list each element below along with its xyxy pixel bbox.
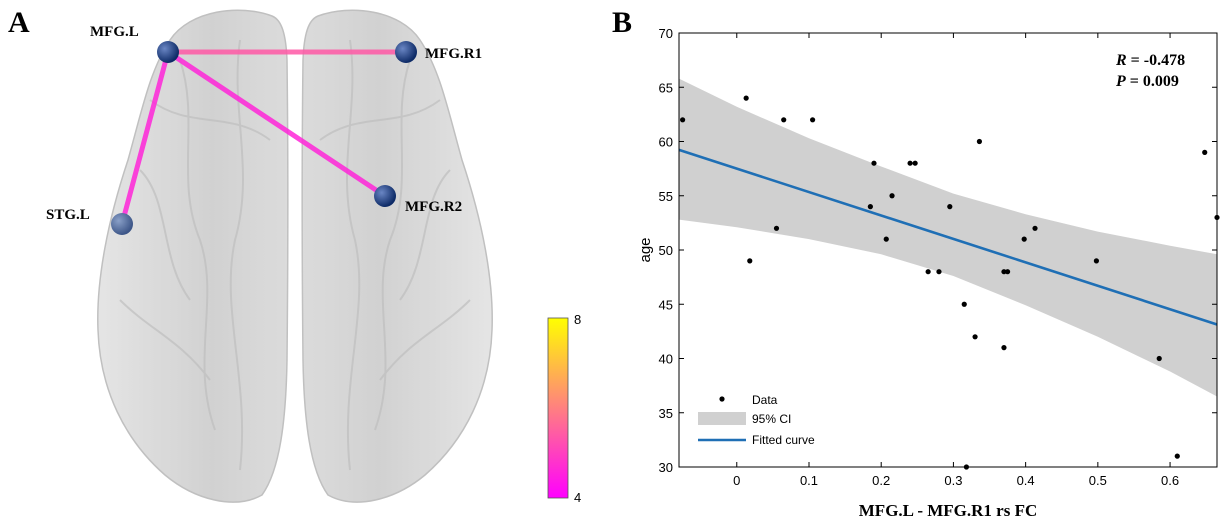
connectome-nodes: MFG.L MFG.R1 MFG.R2 STG.L (46, 24, 482, 235)
legend: Data 95% CI Fitted curve (698, 393, 815, 447)
x-tick-label-0: 0 (733, 473, 740, 488)
y-tick-label-1: 35 (659, 406, 673, 421)
data-point-20 (1001, 269, 1007, 275)
x-axis-label: MFG.L - MFG.R1 rs FC (859, 501, 1037, 520)
y-ticks: 30 35 40 45 50 55 60 65 70 (659, 26, 1217, 475)
colorbar-scale (547, 317, 569, 499)
legend-ci-swatch (698, 412, 746, 425)
y-tick-label-6: 60 (659, 135, 673, 150)
data-point-4 (781, 117, 787, 123)
data-point-26 (1174, 453, 1180, 459)
p-symbol: P (1115, 73, 1126, 90)
y-tick-label-5: 55 (659, 189, 673, 204)
data-point-27 (1202, 149, 1208, 155)
node-label-mfgr1: MFG.R1 (425, 46, 482, 62)
colorbar-min-label: 4 (574, 490, 581, 505)
p-annotation: P = 0.009 (1115, 73, 1179, 90)
data-point-7 (871, 160, 877, 166)
y-tick-label-2: 40 (659, 352, 673, 367)
edge-mfgl-mfgr2 (165, 49, 388, 199)
data-point-17 (972, 334, 978, 340)
edge-mfgl-stgl (119, 49, 171, 227)
node-mfgr1 (395, 41, 417, 63)
y-tick-label-7: 65 (659, 80, 673, 95)
data-point-21 (1004, 269, 1011, 275)
node-stgl (111, 213, 133, 235)
data-point-10 (907, 160, 913, 166)
node-label-stgl: STG.L (46, 207, 90, 223)
connectome-edges (119, 49, 409, 227)
node-mfgl (157, 41, 179, 63)
data-point-19 (1001, 345, 1007, 351)
data-point-13 (936, 269, 942, 275)
r-symbol: R (1115, 52, 1127, 69)
data-point-9 (889, 193, 895, 199)
x-tick-label-6: 0.6 (1161, 473, 1179, 488)
data-point-23 (1032, 225, 1038, 231)
sulci (119, 39, 471, 471)
node-label-mfgr2: MFG.R2 (405, 199, 462, 215)
data-point-15 (961, 301, 967, 307)
node-mfgr2 (374, 185, 396, 207)
data-point-2 (747, 258, 753, 264)
legend-data-label: Data (752, 393, 778, 407)
data-point-3 (773, 225, 780, 231)
legend-ci-label: 95% CI (752, 412, 791, 426)
fitted-curve (678, 148, 1218, 326)
data-point-22 (1021, 236, 1027, 242)
data-point-24 (1093, 258, 1100, 264)
legend-fit-label: Fitted curve (752, 433, 815, 447)
data-points (680, 95, 1220, 470)
colorbar-max-label: 8 (574, 312, 581, 327)
panel-letter-a: A (8, 6, 30, 39)
r-annotation: R = -0.478 (1115, 52, 1185, 69)
data-point-8 (883, 236, 889, 242)
node-label-mfgl: MFG.L (90, 24, 139, 40)
left-hemisphere (97, 9, 289, 503)
x-tick-label-5: 0.5 (1089, 473, 1107, 488)
y-tick-label-3: 45 (659, 297, 673, 312)
p-value: = 0.009 (1126, 73, 1179, 90)
data-point-14 (947, 204, 953, 210)
data-point-12 (925, 269, 931, 275)
data-point-25 (1156, 355, 1162, 362)
r-value: = -0.478 (1127, 52, 1185, 69)
data-point-18 (976, 138, 983, 145)
y-axis-label: age (637, 237, 654, 262)
y-tick-label-8: 70 (659, 26, 673, 41)
x-tick-label-2: 0.2 (872, 473, 890, 488)
colorbar: 8 4 (547, 312, 581, 505)
legend-data-marker (719, 396, 725, 402)
x-tick-label-4: 0.4 (1017, 473, 1035, 488)
y-tick-label-0: 30 (659, 460, 673, 475)
x-tick-label-1: 0.1 (800, 473, 818, 488)
data-point-0 (680, 117, 686, 123)
y-tick-label-4: 50 (659, 243, 673, 258)
panel-letter-b: B (612, 6, 633, 39)
data-point-6 (867, 204, 873, 210)
data-point-5 (809, 117, 816, 123)
x-tick-label-3: 0.3 (944, 473, 962, 488)
right-hemisphere (301, 9, 493, 503)
data-point-1 (743, 95, 749, 101)
fit-line-layer (678, 148, 1218, 326)
data-point-11 (912, 160, 918, 166)
scatter-plot: 0 0.1 0.2 0.3 0.4 0.5 0.6 30 35 40 45 50 55 60 65 70 M… (637, 26, 1220, 520)
x-ticks: 0 0.1 0.2 0.3 0.4 0.5 0.6 (733, 33, 1179, 488)
